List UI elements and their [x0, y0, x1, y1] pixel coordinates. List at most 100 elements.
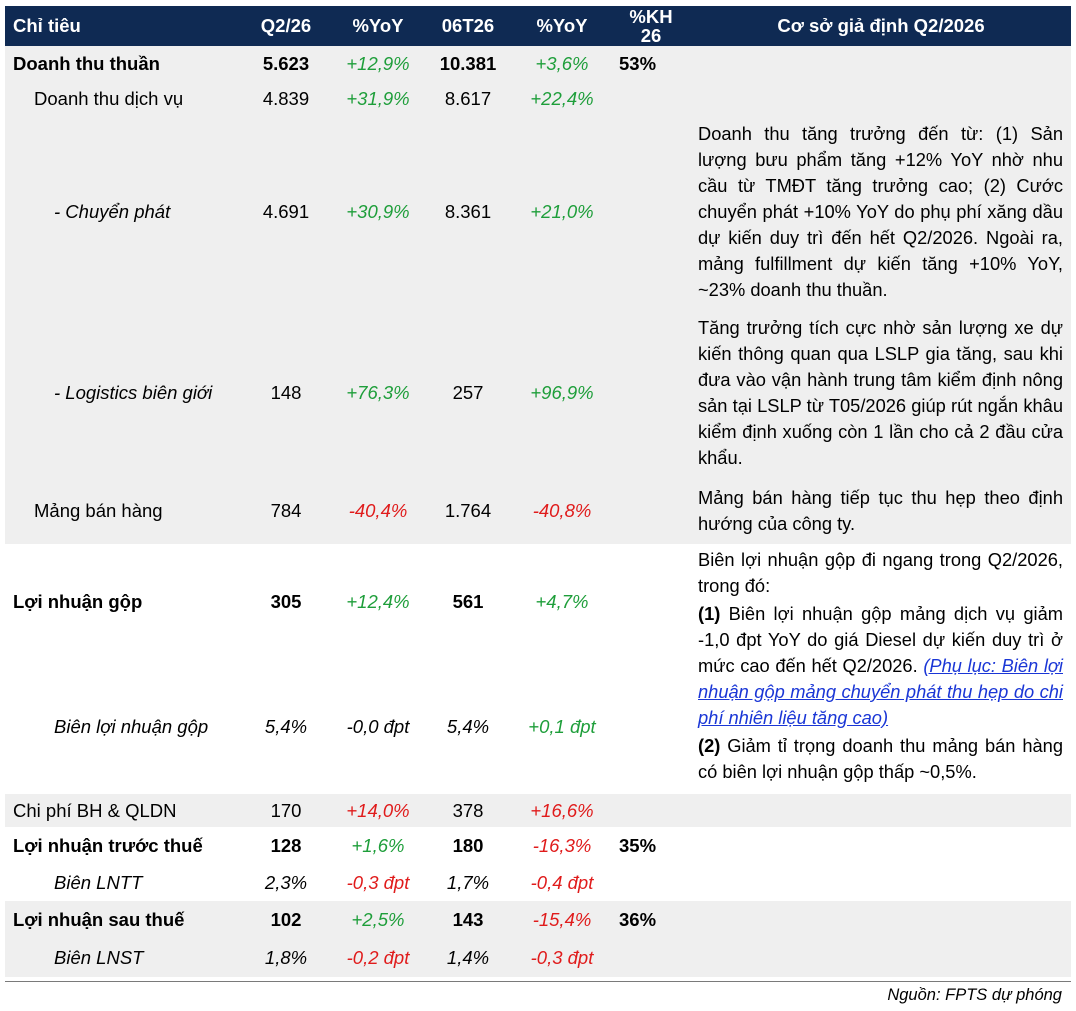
header-kh-26-text: %KH 26: [629, 6, 673, 46]
cell-yoy-q: -0,0 đpt: [346, 716, 410, 737]
table-row: Biên LNST 1,8% -0,2 đpt 1,4% -0,3 đpt: [5, 939, 1071, 977]
cell-q: 102: [239, 901, 333, 939]
table-row: Doanh thu thuần 5.623 +12,9% 10.381 +3,6…: [5, 46, 1071, 82]
note-gross-point-1: (1) Biên lợi nhuận gộp mảng dịch vụ giảm…: [698, 601, 1063, 731]
cell-yoy-q: +76,3%: [333, 308, 423, 478]
source-note: Nguồn: FPTS dự phóng: [887, 986, 1062, 1004]
note-chuyen-phat: Doanh thu tăng trưởng đến từ: (1) Sản lư…: [691, 116, 1071, 308]
row-label: Biên lợi nhuận gộp: [54, 716, 209, 737]
table-bottom-rule: [5, 981, 1071, 982]
row-label: Biên LNST: [5, 939, 239, 977]
cell-note-empty: [691, 46, 1071, 82]
header-06t26: 06T26: [423, 6, 513, 46]
header-row: Chỉ tiêu Q2/26 %YoY 06T26 %YoY %KH 26 Cơ…: [5, 6, 1071, 46]
cell-q: 305: [270, 591, 302, 612]
cell-yoy-ytd: +22,4%: [513, 82, 611, 116]
cell-yoy-ytd: -0,4 đpt: [530, 872, 594, 893]
cell-kh: 36%: [611, 901, 691, 939]
header-kh-26: %KH 26: [611, 6, 691, 46]
row-label: - Chuyển phát: [5, 116, 239, 308]
cell-yoy-ytd: +16,6%: [513, 794, 611, 827]
cell-kh: [611, 865, 691, 901]
header-assumption: Cơ sở giả định Q2/2026: [691, 6, 1071, 46]
row-label: - Logistics biên giới: [5, 308, 239, 478]
cell-ytd: 5,4%: [446, 716, 490, 737]
cell-q: 2,3%: [264, 872, 308, 893]
financial-forecast-table: Chỉ tiêu Q2/26 %YoY 06T26 %YoY %KH 26 Cơ…: [5, 6, 1071, 977]
cell-kh: 53%: [611, 46, 691, 82]
cell-q: 5,4%: [264, 716, 308, 737]
cell-yoy-ytd: -40,8%: [513, 478, 611, 544]
cell-kh: [611, 544, 691, 660]
note-gross-margin: Biên lợi nhuận gộp đi ngang trong Q2/202…: [691, 544, 1071, 794]
cell-ytd: 10.381: [423, 46, 513, 82]
cell-q: 5.623: [239, 46, 333, 82]
cell-q: 128: [270, 835, 302, 856]
cell-q: 784: [239, 478, 333, 544]
cell-yoy-q: +1,6%: [351, 835, 405, 856]
cell-yoy-q: -40,4%: [333, 478, 423, 544]
cell-yoy-q: -0,3 đpt: [346, 872, 410, 893]
cell-yoy-ytd: +3,6%: [513, 46, 611, 82]
cell-yoy-q: +31,9%: [333, 82, 423, 116]
row-label: Lợi nhuận sau thuế: [5, 901, 239, 939]
cell-yoy-ytd: -15,4%: [513, 901, 611, 939]
cell-kh: [611, 660, 691, 794]
cell-q: 1,8%: [239, 939, 333, 977]
note-logistics: Tăng trưởng tích cực nhờ sản lượng xe dự…: [691, 308, 1071, 478]
cell-kh: [611, 308, 691, 478]
cell-yoy-ytd: +4,7%: [535, 591, 589, 612]
table-row: Biên lợi nhuận gộp 5,4% -0,0 đpt 5,4% +0…: [5, 660, 1071, 794]
cell-yoy-q: +2,5%: [333, 901, 423, 939]
cell-yoy-ytd: +21,0%: [513, 116, 611, 308]
cell-ytd: 378: [423, 794, 513, 827]
table-row: Biên LNTT 2,3% -0,3 đpt 1,7% -0,4 đpt: [5, 865, 1071, 901]
cell-ytd: 180: [452, 835, 484, 856]
note-gross-p1-text: Biên lợi nhuận gộp mảng dịch vụ giảm -1,…: [698, 603, 1063, 676]
table-row: - Logistics biên giới 148 +76,3% 257 +96…: [5, 308, 1071, 478]
note-gross-p2-text: Giảm tỉ trọng doanh thu mảng bán hàng có…: [698, 735, 1063, 782]
cell-yoy-ytd: -0,3 đpt: [513, 939, 611, 977]
note-gross-point-2: (2) Giảm tỉ trọng doanh thu mảng bán hàn…: [698, 733, 1063, 785]
cell-ytd: 8.617: [423, 82, 513, 116]
cell-ytd: 8.361: [423, 116, 513, 308]
cell-ytd: 1.764: [423, 478, 513, 544]
table-row: Lợi nhuận sau thuế 102 +2,5% 143 -15,4% …: [5, 901, 1071, 939]
cell-note-empty: [691, 901, 1071, 939]
cell-kh: [611, 116, 691, 308]
row-label: Chi phí BH & QLDN: [5, 794, 239, 827]
table-row: Lợi nhuận trước thuế 128 +1,6% 180 -16,3…: [5, 827, 1071, 865]
cell-ytd: 1,7%: [446, 872, 490, 893]
cell-kh: [611, 478, 691, 544]
appendix-link[interactable]: (Phụ lục: Biên lợi nhuận gộp mảng chuyển…: [698, 655, 1063, 728]
cell-note-empty: [691, 827, 1071, 865]
table-row: - Chuyển phát 4.691 +30,9% 8.361 +21,0% …: [5, 116, 1071, 308]
cell-ytd: 1,4%: [423, 939, 513, 977]
cell-yoy-q: +30,9%: [333, 116, 423, 308]
row-label: Lợi nhuận trước thuế: [13, 835, 203, 856]
cell-note-empty: [691, 794, 1071, 827]
cell-yoy-q: -0,2 đpt: [333, 939, 423, 977]
cell-note-empty: [691, 82, 1071, 116]
cell-kh: [611, 939, 691, 977]
cell-q: 4.839: [239, 82, 333, 116]
cell-yoy-ytd: -16,3%: [532, 835, 592, 856]
cell-kh: [611, 82, 691, 116]
row-label: Biên LNTT: [54, 872, 143, 893]
cell-yoy-q: +12,9%: [333, 46, 423, 82]
table-row: Doanh thu dịch vụ 4.839 +31,9% 8.617 +22…: [5, 82, 1071, 116]
cell-kh: 35%: [619, 835, 657, 856]
note-gross-p1-label: (1): [698, 603, 721, 624]
row-label: Mảng bán hàng: [5, 478, 239, 544]
cell-yoy-ytd: +0,1 đpt: [528, 716, 596, 737]
cell-ytd: 257: [423, 308, 513, 478]
header-chi-tieu: Chỉ tiêu: [5, 6, 239, 46]
row-label: Lợi nhuận gộp: [13, 591, 143, 612]
cell-note-empty: [691, 865, 1071, 901]
note-ban-hang: Mảng bán hàng tiếp tục thu hẹp theo định…: [691, 478, 1071, 544]
table-row: Chi phí BH & QLDN 170 +14,0% 378 +16,6%: [5, 794, 1071, 827]
header-yoy-quarter: %YoY: [333, 6, 423, 46]
header-q2-26: Q2/26: [239, 6, 333, 46]
cell-kh: [611, 794, 691, 827]
cell-yoy-q: +12,4%: [346, 591, 410, 612]
